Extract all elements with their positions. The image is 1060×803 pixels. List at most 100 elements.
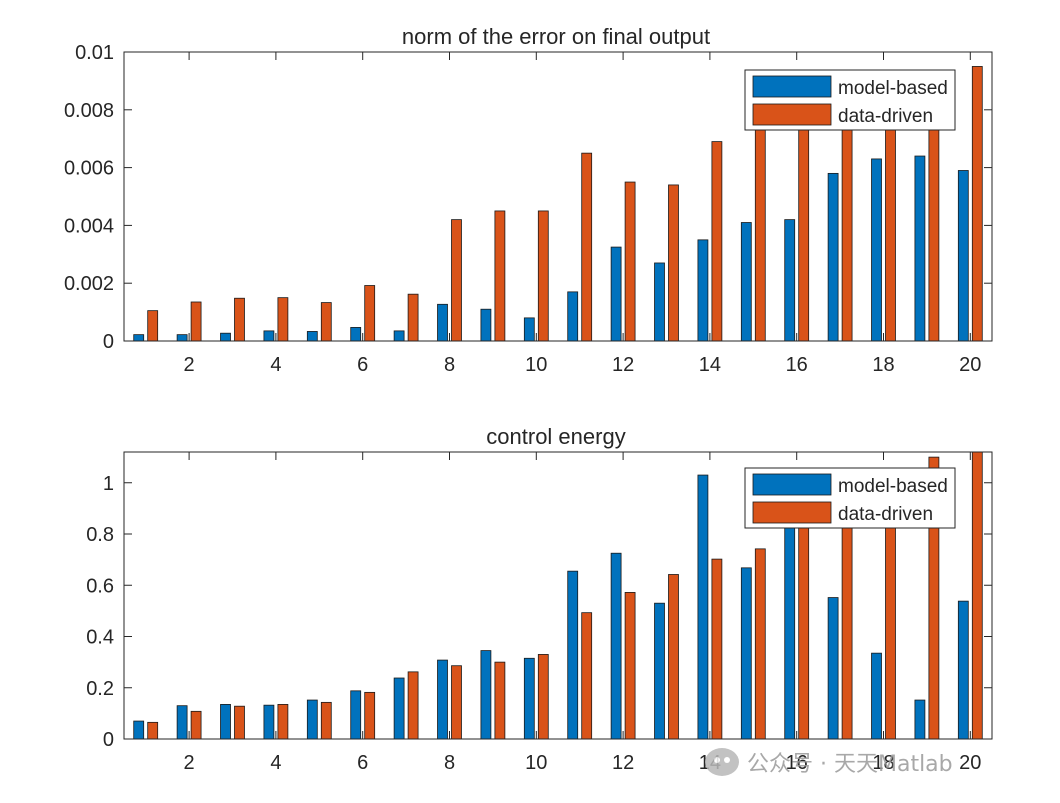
- bar-model-based-19: [914, 699, 926, 740]
- bar-data-driven-6: [364, 285, 376, 342]
- bar-model-based-15: [740, 567, 752, 740]
- bar-data-driven-7: [407, 293, 419, 342]
- bar-data-driven-10: [537, 654, 549, 740]
- bar-model-based-12: [610, 552, 622, 740]
- x-tick-label: 16: [786, 752, 808, 774]
- bar-data-driven-10: [537, 210, 549, 342]
- bar-data-driven-14: [711, 558, 723, 740]
- y-tick-label: 0.2: [86, 678, 114, 700]
- x-tick-label: 4: [270, 752, 281, 774]
- x-tick-label: 18: [872, 752, 894, 774]
- bar-data-driven-8: [451, 665, 462, 740]
- bar-data-driven-17: [841, 507, 853, 740]
- bar-model-based-7: [393, 330, 405, 342]
- bar-data-driven-2: [190, 710, 202, 740]
- x-tick-label: 2: [184, 752, 195, 774]
- bar-model-based-19: [914, 155, 926, 342]
- bar-model-based-2: [176, 705, 188, 740]
- x-tick-label: 18: [872, 354, 894, 376]
- legend-label-data-driven: data-driven: [838, 106, 933, 127]
- bar-data-driven-15: [754, 100, 766, 342]
- y-tick-label: 0.6: [86, 575, 114, 597]
- bar-model-based-4: [263, 330, 275, 342]
- x-tick-label: 16: [786, 354, 808, 376]
- x-tick-label: 6: [357, 354, 368, 376]
- watermark-text: 公众号 · 天天Matlab: [747, 752, 953, 777]
- bar-data-driven-12: [624, 181, 636, 342]
- bar-model-based-10: [523, 657, 535, 740]
- legend-label-data-driven: data-driven: [838, 504, 933, 525]
- x-tick-label: 20: [959, 752, 981, 774]
- x-tick-label: 12: [612, 752, 634, 774]
- axes-box: [123, 51, 993, 342]
- bar-data-driven-4: [277, 704, 289, 740]
- bar-model-based-18: [871, 158, 882, 342]
- bar-data-driven-15: [754, 548, 766, 740]
- x-tick-label: 12: [612, 354, 634, 376]
- chart-title: control energy: [486, 424, 625, 449]
- bar-data-driven-5: [320, 302, 332, 342]
- bar-data-driven-13: [668, 184, 679, 342]
- axes-box: [123, 451, 993, 740]
- bar-model-based-4: [263, 704, 275, 740]
- bar-model-based-13: [654, 262, 665, 342]
- bar-model-based-6: [350, 690, 362, 740]
- y-tick-label: 1: [103, 473, 114, 495]
- bar-model-based-20: [957, 170, 969, 342]
- bar-model-based-5: [306, 699, 318, 740]
- bar-model-based-8: [437, 659, 448, 740]
- x-tick-label: 10: [525, 354, 547, 376]
- x-tick-label: 2: [184, 354, 195, 376]
- bar-data-driven-8: [451, 219, 462, 342]
- chart-title: norm of the error on final output: [402, 24, 710, 49]
- bar-model-based-12: [610, 246, 622, 342]
- bar-data-driven-9: [494, 210, 506, 342]
- bar-model-based-17: [827, 597, 839, 740]
- y-tick-label: 0: [103, 729, 114, 751]
- error-norm-chart: 2 4 6 8 10 12 14 16 18 20 0 0.002 0.004 0.006 0.008 0.0…: [64, 24, 993, 376]
- bar-data-driven-2: [190, 301, 202, 342]
- x-tick-label: 8: [444, 354, 455, 376]
- bar-data-driven-11: [581, 612, 593, 740]
- bar-model-based-9: [480, 308, 492, 342]
- bar-data-driven-11: [581, 152, 593, 342]
- bar-model-based-3: [220, 332, 231, 342]
- bar-data-driven-3: [234, 297, 245, 342]
- bar-model-based-9: [480, 650, 492, 740]
- bar-model-based-8: [437, 303, 448, 342]
- bar-data-driven-1: [147, 310, 159, 342]
- legend-swatch-model-based: [752, 473, 832, 496]
- bar-model-based-11: [567, 570, 579, 740]
- legend-label-model-based: model-based: [838, 476, 948, 497]
- legend-swatch-data-driven: [752, 501, 832, 524]
- bar-data-driven-1: [147, 721, 159, 740]
- watermark: 公众号 · 天天Matlab: [705, 744, 953, 780]
- bar-data-driven-16: [798, 97, 810, 342]
- bar-model-based-14: [697, 239, 709, 342]
- bar-model-based-16: [784, 518, 796, 740]
- bar-model-based-5: [306, 331, 318, 342]
- bar-model-based-13: [654, 602, 665, 740]
- y-tick-label: 0.01: [75, 42, 114, 64]
- bar-data-driven-3: [234, 705, 245, 740]
- bar-model-based-2: [176, 334, 188, 342]
- x-tick-label: 10: [525, 752, 547, 774]
- bar-data-driven-7: [407, 671, 419, 740]
- bar-data-driven-5: [320, 701, 332, 740]
- bar-model-based-11: [567, 291, 579, 342]
- y-tick-label: 0.004: [64, 215, 114, 237]
- bar-data-driven-20: [971, 66, 983, 342]
- bar-data-driven-12: [624, 592, 636, 740]
- bar-model-based-20: [957, 600, 969, 740]
- bar-model-based-6: [350, 327, 362, 342]
- bar-data-driven-6: [364, 691, 376, 740]
- x-tick-label: 6: [357, 752, 368, 774]
- y-tick-label: 0.002: [64, 273, 114, 295]
- y-tick-label: 0.4: [86, 627, 114, 649]
- x-tick-label: 4: [270, 354, 281, 376]
- bar-data-driven-4: [277, 297, 289, 342]
- bar-data-driven-14: [711, 141, 723, 342]
- bar-data-driven-18: [885, 500, 896, 740]
- bar-model-based-1: [133, 334, 145, 342]
